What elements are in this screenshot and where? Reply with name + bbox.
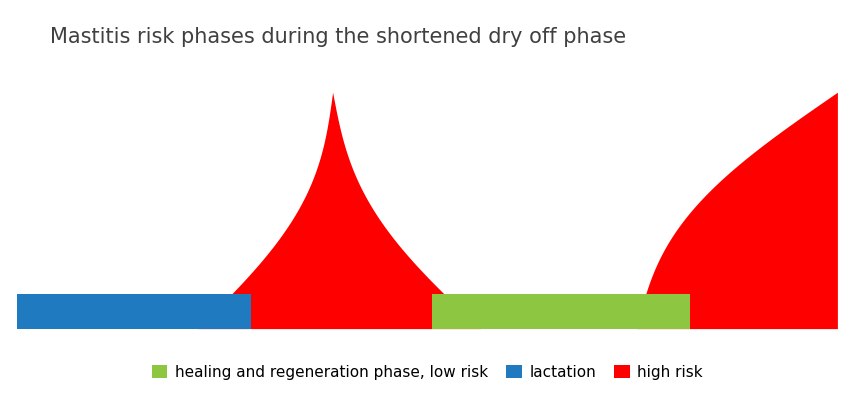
Polygon shape: [637, 93, 838, 329]
Polygon shape: [432, 294, 690, 329]
Legend: healing and regeneration phase, low risk, lactation, high risk: healing and regeneration phase, low risk…: [146, 358, 709, 386]
Polygon shape: [17, 294, 251, 329]
Polygon shape: [198, 93, 481, 329]
Text: Mastitis risk phases during the shortened dry off phase: Mastitis risk phases during the shortene…: [50, 27, 626, 47]
